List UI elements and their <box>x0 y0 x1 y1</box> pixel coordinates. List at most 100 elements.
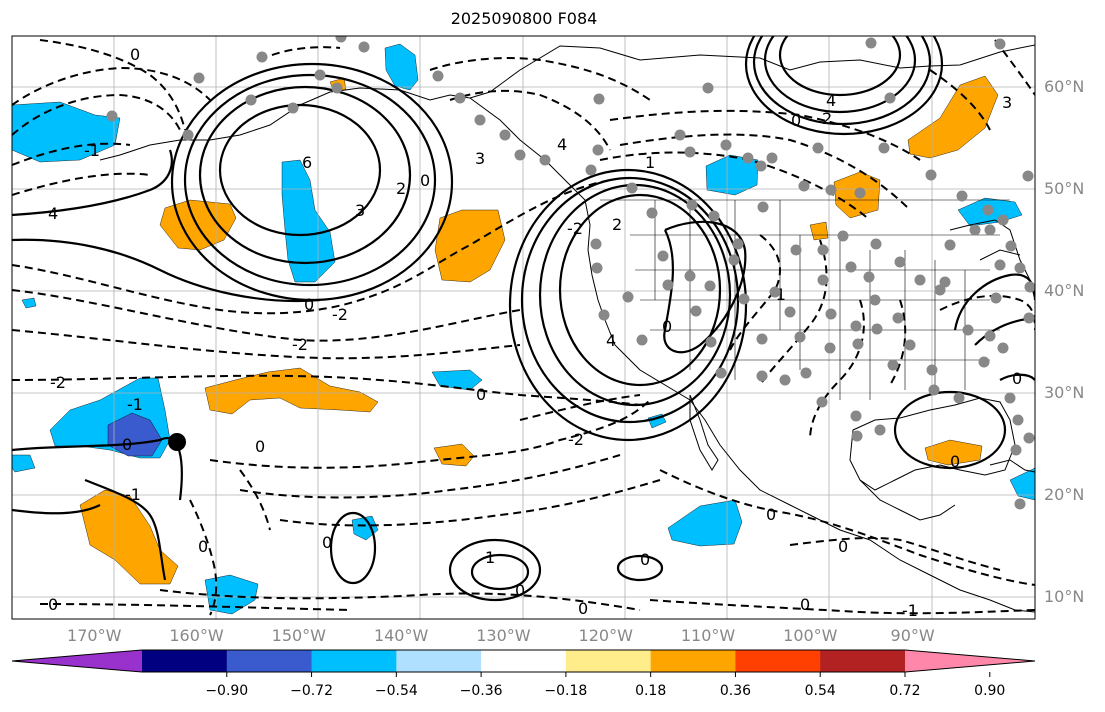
contour-label: 0 <box>950 452 960 471</box>
latitude-label: 40°N <box>1044 281 1085 300</box>
contour-label: 6 <box>302 153 312 172</box>
contour-label: -1 <box>125 485 141 504</box>
map-plot-area: 4 -1 -2 -1 0 0 -1 0 0 6 3 0 -2 -2 2 0 3 … <box>12 36 1035 620</box>
positive-region <box>204 367 379 415</box>
colorbar-segment <box>650 650 736 672</box>
negative-region <box>667 499 743 547</box>
contour-label: 0 <box>800 595 810 614</box>
colorbar-tick-label: −0.18 <box>544 683 588 699</box>
contour-label: 4 <box>48 204 58 223</box>
negative-region <box>384 43 419 91</box>
colorbar-segment <box>820 650 906 672</box>
colorbar-tick-label: 0.36 <box>719 683 752 699</box>
contour-label: 2 <box>822 109 832 128</box>
colorbar-tick-label: 0.18 <box>635 683 667 699</box>
contour-label: -2 <box>292 335 308 354</box>
contour-label: 0 <box>420 171 430 190</box>
positive-region <box>907 75 999 159</box>
contour-label: 0 <box>640 550 650 569</box>
colorbar-segment <box>226 650 313 672</box>
latitude-label: 10°N <box>1044 587 1085 606</box>
negative-region <box>21 297 37 309</box>
latitude-label: 60°N <box>1044 77 1085 96</box>
solid-contours <box>12 36 1035 602</box>
contour-label: 2 <box>396 179 406 198</box>
contour-label: 1 <box>645 153 655 172</box>
contour-label: 3 <box>1002 93 1012 112</box>
longitude-label: 100°W <box>783 626 838 645</box>
colorbar-extend-max <box>905 650 1035 672</box>
map-title: 2025090800 F084 <box>450 9 598 28</box>
colorbar-segment <box>481 650 567 672</box>
negative-region <box>705 154 759 196</box>
contour-label: -2 <box>50 373 66 392</box>
contour-label: 0 <box>122 435 132 454</box>
latitude-label: 20°N <box>1044 485 1085 504</box>
longitude-label: 130°W <box>476 626 531 645</box>
negative-region <box>204 574 259 615</box>
longitude-label: 120°W <box>578 626 633 645</box>
longitude-label: 170°W <box>67 626 122 645</box>
contour-label: 0 <box>304 295 314 314</box>
positive-region <box>433 443 475 467</box>
contour-label: 0 <box>766 505 776 524</box>
contour-label: 4 <box>606 331 616 350</box>
colorbar-tick-label: −0.90 <box>205 683 249 699</box>
colorbar-segment <box>396 650 482 672</box>
contour-labels: 4 -1 -2 -1 0 0 -1 0 0 6 3 0 -2 -2 2 0 3 … <box>48 45 1022 620</box>
political-borders <box>600 199 1010 400</box>
colorbar-tick-label: 0.90 <box>974 683 1006 699</box>
contour-label: 2 <box>612 215 622 234</box>
contour-label: 0 <box>476 385 486 404</box>
contour-label: 3 <box>355 201 365 220</box>
contour-label: 0 <box>838 537 848 556</box>
contour-label: -2 <box>568 430 584 449</box>
contour-label: 3 <box>475 149 485 168</box>
colorbar-segment <box>142 650 228 672</box>
contour-label: -2 <box>567 219 583 238</box>
station-dots <box>106 36 1035 510</box>
longitude-label: 150°W <box>271 626 326 645</box>
longitude-label: 90°W <box>890 626 935 645</box>
lat-lon-grid <box>12 36 1035 619</box>
colorbar-tick-label: −0.72 <box>290 683 333 699</box>
colorbar-extend-min <box>12 650 142 672</box>
contour-label: 0 <box>578 599 588 618</box>
negative-region <box>1009 467 1035 501</box>
storm-center-marker <box>168 433 186 451</box>
colorbar <box>11 649 1036 677</box>
contour-label: 0 <box>48 595 58 614</box>
colorbar-outline <box>11 649 1036 673</box>
contour-label: 0 <box>130 45 140 64</box>
contour-label: 4 <box>826 91 836 110</box>
contour-label: -1 <box>84 141 100 160</box>
positive-region <box>924 439 983 466</box>
map-frame <box>11 35 1036 620</box>
contour-label: 4 <box>557 135 567 154</box>
longitude-label: 110°W <box>680 626 736 645</box>
colorbar-tick-label: 0.54 <box>804 683 836 699</box>
contour-label: 1 <box>485 548 495 567</box>
colorbar-tick-label: −0.54 <box>374 683 418 699</box>
positive-region <box>434 209 506 283</box>
colorbar-tick-label: 0.72 <box>889 683 921 699</box>
contour-label: -1 <box>902 601 918 620</box>
contour-label: -2 <box>332 305 348 324</box>
contour-label: 0 <box>198 537 208 556</box>
dashed-contours <box>12 39 1035 616</box>
contour-label: 0 <box>322 533 332 552</box>
contour-label: 0 <box>515 581 525 600</box>
negative-region <box>281 159 336 283</box>
colorbar-segment <box>735 650 821 672</box>
longitude-label: 140°W <box>373 626 429 645</box>
negative-region <box>351 515 379 541</box>
negative-region <box>431 369 483 391</box>
latitude-label: 30°N <box>1044 383 1085 402</box>
colorbar-tick-label: −0.36 <box>459 683 503 699</box>
contour-label: 0 <box>255 437 265 456</box>
latitude-label: 50°N <box>1044 179 1085 198</box>
contour-label: -1 <box>127 395 143 414</box>
colorbar-segment <box>311 650 397 672</box>
colorbar-segment <box>565 650 652 672</box>
